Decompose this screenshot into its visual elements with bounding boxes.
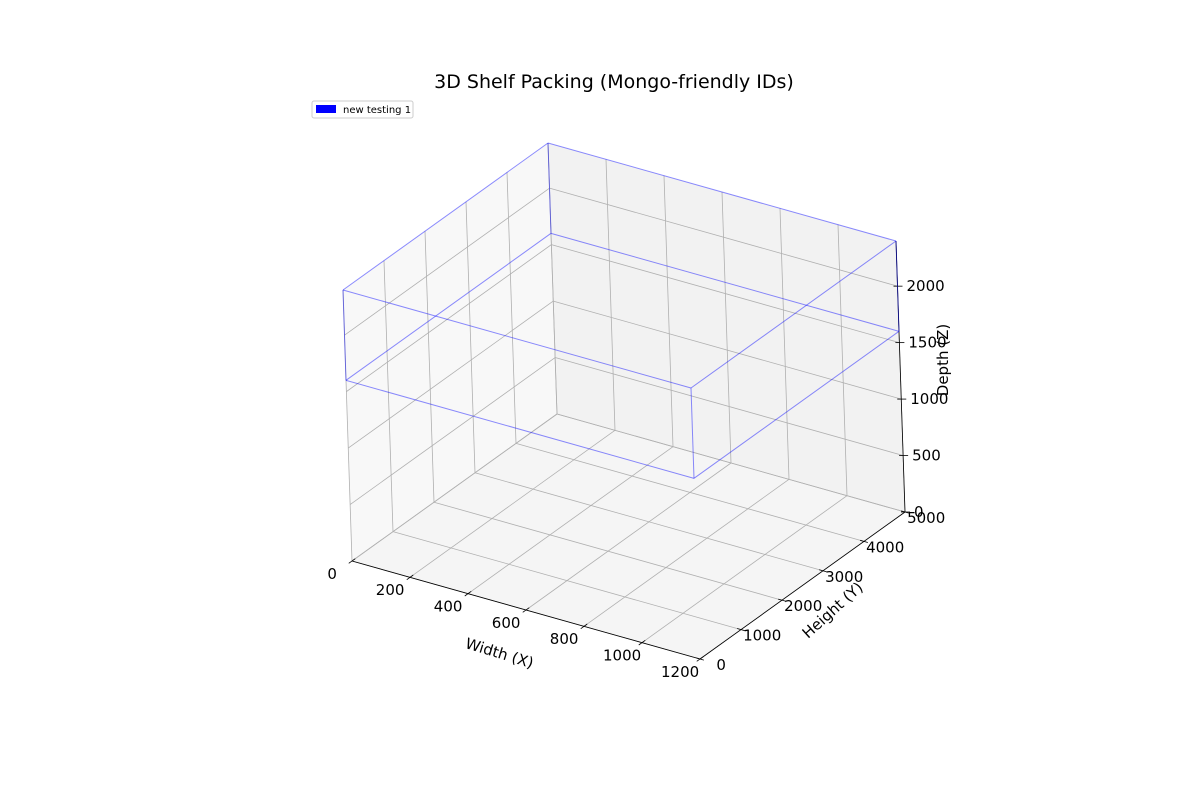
grid-line-y-floor <box>433 501 783 601</box>
x-tick-mark <box>406 574 414 580</box>
box-edge-series-0 <box>342 289 347 381</box>
grid-line-y-floor <box>515 443 865 542</box>
x-tick-label: 800 <box>550 630 579 648</box>
grid-line-z-back <box>551 244 900 344</box>
z-tick-label: 1000 <box>910 390 948 408</box>
x-tick-label: 0 <box>327 565 337 583</box>
y-tick-label: 0 <box>716 656 726 674</box>
legend-label: new testing 1 <box>343 105 411 116</box>
z-tick-label: 0 <box>914 503 924 521</box>
x-tick-label: 1200 <box>661 663 699 681</box>
grid-line-x-floor <box>583 479 790 627</box>
x-tick-label: 600 <box>492 614 521 632</box>
z-tick-label: 2000 <box>907 277 945 295</box>
legend: new testing 1 <box>311 100 414 119</box>
box-edge-series-0 <box>342 142 549 291</box>
x-tick-mark <box>464 591 472 597</box>
box-edge-series-0 <box>690 240 897 389</box>
grid-line-z-back <box>555 357 904 456</box>
grid-line-y-floor <box>392 531 742 630</box>
axis-panes <box>343 143 905 659</box>
x-tick-label: 400 <box>434 597 463 615</box>
data-boxes <box>342 142 900 479</box>
box-edge-series-0 <box>342 289 692 389</box>
y-tick-label: 1000 <box>743 627 781 645</box>
grid-line-z-left <box>344 187 550 336</box>
y-tick-label: 4000 <box>866 538 904 556</box>
y-tick-label: 2000 <box>784 597 822 615</box>
legend-swatch <box>316 105 336 113</box>
box-edge-series-0 <box>693 330 900 479</box>
grid-line-z-back <box>549 187 898 287</box>
grid-line-z-back <box>556 413 906 513</box>
y-tick-mark <box>778 598 786 602</box>
z-tick-label: 1500 <box>908 334 946 352</box>
x-tick-mark <box>638 640 646 646</box>
box-edge-series-0 <box>550 232 900 332</box>
x-tick-mark <box>580 623 588 629</box>
grid-lines <box>342 142 906 660</box>
box-edge-series-0 <box>690 387 695 479</box>
grid-line-z-left <box>351 413 558 562</box>
box-edge-series-0 <box>345 232 552 381</box>
box-edge-series-0 <box>895 240 900 332</box>
y-tick-mark <box>696 657 704 661</box>
x-tick-mark <box>522 607 530 613</box>
grid-line-z-back <box>553 300 902 400</box>
grid-line-z-left <box>346 244 552 392</box>
grid-line-x-floor <box>409 430 616 578</box>
y-axis-line <box>699 511 906 660</box>
y-tick-label: 5000 <box>907 509 945 527</box>
grid-line-x-floor <box>525 462 732 611</box>
x-tick-label: 1000 <box>603 646 641 664</box>
grid-line-x-floor <box>467 446 674 594</box>
x-tick-mark <box>348 558 356 564</box>
left-wall-pane <box>343 143 557 561</box>
box-edge-series-0 <box>345 379 695 479</box>
chart-title: 3D Shelf Packing (Mongo-friendly IDs) <box>434 71 794 93</box>
y-tick-mark <box>737 628 745 632</box>
z-tick-label: 500 <box>912 447 941 465</box>
box-edge-series-0 <box>547 142 897 242</box>
y-tick-mark <box>860 539 868 543</box>
x-axis-label: Width (X) <box>463 634 536 672</box>
legend-frame <box>311 100 414 119</box>
grid-line-z-left <box>349 357 556 505</box>
z-axis-label: Depth (Z) <box>934 324 952 396</box>
grid-line-z-left <box>348 300 554 449</box>
y-tick-label: 3000 <box>825 568 863 586</box>
x-tick-label: 200 <box>376 581 405 599</box>
grid-line-x-floor <box>641 495 848 643</box>
grid-line-y-floor <box>474 472 824 572</box>
box-edge-series-0 <box>547 142 552 234</box>
y-tick-mark <box>819 569 827 573</box>
